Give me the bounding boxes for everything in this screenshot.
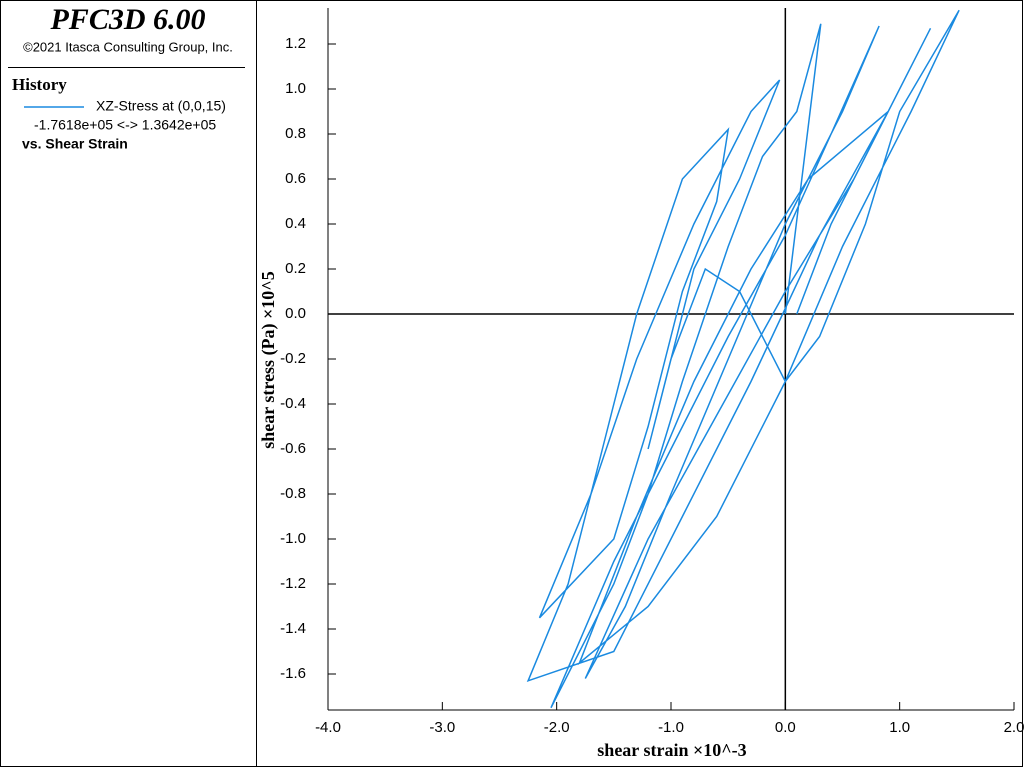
- y-axis-label: shear stress (Pa) ×10^5: [258, 271, 279, 449]
- y-tick-label: 0.4: [285, 215, 306, 232]
- y-tick-label: -0.8: [280, 485, 306, 502]
- copyright: ©2021 Itasca Consulting Group, Inc.: [23, 39, 233, 54]
- x-tick-label: 2.0: [1004, 719, 1024, 736]
- y-tick-label: 1.2: [285, 35, 306, 52]
- x-tick-label: -4.0: [315, 719, 341, 736]
- y-tick-label: -0.4: [280, 395, 306, 412]
- x-caption: vs. Shear Strain: [22, 136, 128, 152]
- y-tick-label: 0.6: [285, 170, 306, 187]
- y-tick-label: 1.0: [285, 80, 306, 97]
- y-tick-label: 0.0: [285, 305, 306, 322]
- y-tick-label: 0.8: [285, 125, 306, 142]
- series-line: [526, 9, 960, 709]
- y-tick-label: 0.2: [285, 260, 306, 277]
- series-range: -1.7618e+05 <-> 1.3642e+05: [34, 117, 216, 133]
- x-tick-label: -3.0: [429, 719, 455, 736]
- y-tick-label: -1.6: [280, 665, 306, 682]
- chart-title: PFC3D 6.00: [49, 3, 205, 36]
- x-tick-label: -1.0: [658, 719, 684, 736]
- x-axis-label: shear strain ×10^-3: [597, 740, 746, 760]
- y-tick-label: -0.2: [280, 350, 306, 367]
- x-tick-label: 1.0: [889, 719, 910, 736]
- y-tick-label: -1.2: [280, 575, 306, 592]
- legend-title: History: [12, 75, 67, 94]
- y-tick-label: -1.4: [280, 620, 306, 637]
- x-tick-label: 0.0: [775, 719, 796, 736]
- x-tick-label: -2.0: [544, 719, 570, 736]
- y-tick-label: -0.6: [280, 440, 306, 457]
- y-tick-label: -1.0: [280, 530, 306, 547]
- legend-label: XZ-Stress at (0,0,15): [96, 98, 226, 114]
